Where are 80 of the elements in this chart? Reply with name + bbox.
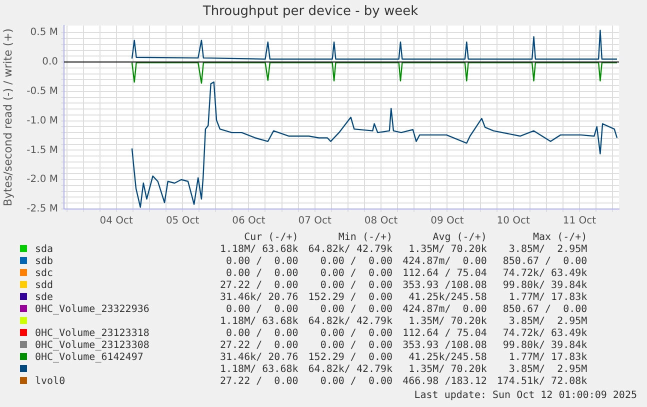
text: 31.46k/ 20.76 — [219, 292, 298, 304]
text: 353.93 /108.08 — [402, 340, 487, 352]
text: 1.18M/ 63.68k — [219, 244, 298, 256]
text: 424.87m/ 0.00 — [402, 256, 487, 268]
legend-label: sdc — [34, 268, 54, 280]
y-tick-label: -2.5 M — [26, 204, 58, 215]
text: Min (-/+) — [337, 232, 393, 244]
text: 99.80k/ 39.84k — [502, 280, 588, 292]
text: 1.18M/ 63.68k — [219, 316, 298, 328]
text: 174.51k/ 72.08k — [496, 376, 588, 388]
text: Cur (-/+) — [243, 232, 298, 244]
text: Max (-/+) — [532, 232, 588, 244]
text: 152.29 / 0.00 — [307, 352, 393, 364]
x-tick-label: 05 Oct — [166, 216, 200, 227]
text: 1.35M/ 70.20k — [408, 244, 487, 256]
x-tick-label: 06 Oct — [232, 216, 266, 227]
text: 0.00 / 0.00 — [319, 340, 393, 352]
legend-label: 0HC_Volume_23123308 — [34, 340, 150, 352]
text: 0.00 / 0.00 — [225, 256, 298, 268]
y-tick-label: -2.0 M — [26, 174, 58, 186]
x-tick-label: 04 Oct — [100, 216, 134, 227]
text: 0.00 / 0.00 — [319, 376, 393, 388]
text: 27.22 / 0.00 — [219, 280, 298, 292]
text: 64.82k/ 42.79k — [307, 316, 393, 328]
text: Avg (-/+) — [432, 232, 487, 244]
text: 112.64 / 75.04 — [402, 268, 487, 280]
text: 1.77M/ 17.83k — [508, 352, 588, 364]
text: 99.80k/ 39.84k — [502, 340, 588, 352]
legend-label: 0HC_Volume_23123318 — [34, 328, 150, 340]
text: 0.00 / 0.00 — [319, 256, 393, 268]
text: 74.72k/ 63.49k — [502, 268, 588, 280]
y-tick-label: -0.5 M — [26, 86, 58, 98]
text: 0.00 / 0.00 — [319, 268, 393, 280]
text: 0.00 / 0.00 — [319, 280, 393, 292]
text: 112.64 / 75.04 — [402, 328, 487, 340]
x-tick-label: 09 Oct — [430, 216, 464, 227]
text: 1.77M/ 17.83k — [508, 292, 588, 304]
legend-label: sdd — [34, 280, 54, 292]
text: 0.00 / 0.00 — [319, 328, 393, 340]
chart-title: Throughput per device - by week — [202, 4, 419, 20]
legend-label: 0HC_Volume_6142497 — [34, 352, 144, 364]
text: 27.22 / 0.00 — [219, 340, 298, 352]
text: 152.29 / 0.00 — [307, 292, 393, 304]
text: Last update: Sun Oct 12 01:00:09 2025 — [414, 390, 637, 401]
y-tick-label: -1.0 M — [26, 115, 58, 126]
y-axis-title: Bytes/second read (-) / write (+) — [1, 28, 14, 206]
text: 41.25k/245.58 — [408, 292, 487, 304]
legend-label: sdb — [34, 256, 54, 268]
text: 0.00 / 0.00 — [225, 304, 298, 316]
text: 850.67 / 0.00 — [502, 304, 588, 316]
text: 64.82k/ 42.79k — [307, 364, 393, 376]
text: 31.46k/ 20.76 — [219, 352, 298, 364]
x-tick-label: 10 Oct — [496, 216, 530, 227]
text: 424.87m/ 0.00 — [402, 304, 487, 316]
text: 0.00 / 0.00 — [319, 304, 393, 316]
text: 3.85M/ 2.95M — [508, 364, 588, 376]
text: 0.00 / 0.00 — [225, 268, 298, 280]
text: 1.35M/ 70.20k — [408, 364, 487, 376]
x-tick-label: 07 Oct — [298, 216, 332, 227]
legend-label: sda — [34, 244, 54, 256]
legend-label: lvol0 — [34, 376, 66, 388]
y-tick-label: 0.0 — [42, 56, 58, 68]
text: 3.85M/ 2.95M — [508, 244, 588, 256]
text: 64.82k/ 42.79k — [307, 244, 393, 256]
legend-label: sde — [34, 292, 54, 304]
text: 41.25k/245.58 — [408, 352, 487, 364]
x-tick-label: 08 Oct — [364, 216, 398, 227]
legend-label: 0HC_Volume_23322936 — [34, 304, 150, 316]
text: 850.67 / 0.00 — [502, 256, 588, 268]
text: 1.35M/ 70.20k — [408, 316, 487, 328]
text: 353.93 /108.08 — [402, 280, 487, 292]
text: 1.18M/ 63.68k — [219, 364, 298, 376]
text: 27.22 / 0.00 — [219, 376, 298, 388]
text: 74.72k/ 63.49k — [502, 328, 588, 340]
x-tick-label: 11 Oct — [562, 216, 596, 227]
y-tick-label: 0.5 M — [30, 27, 58, 38]
text: 3.85M/ 2.95M — [508, 316, 588, 328]
y-tick-label: -1.5 M — [26, 144, 58, 156]
text: 466.98 /183.12 — [402, 376, 487, 388]
text: 0.00 / 0.00 — [225, 328, 298, 340]
